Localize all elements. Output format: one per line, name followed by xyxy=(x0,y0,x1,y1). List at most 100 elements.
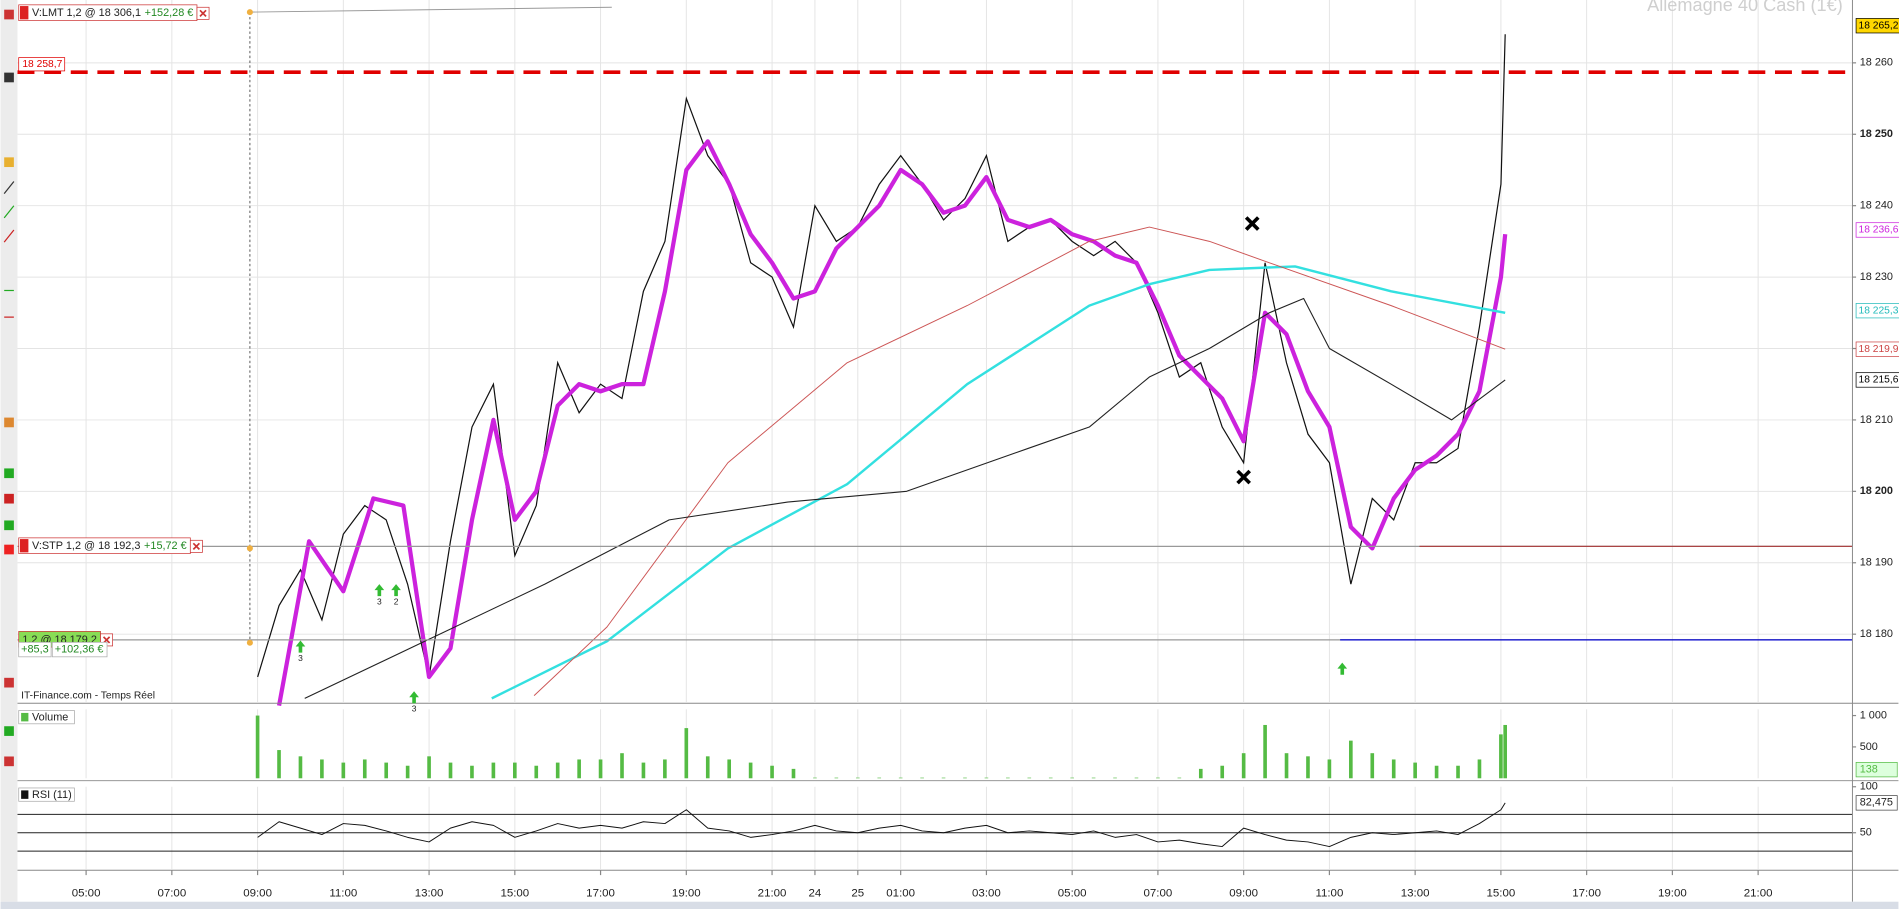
order-tag[interactable]: 1,2 @ 18 179,2+85,3 +102,36 € xyxy=(18,631,113,658)
volume-bar xyxy=(1156,777,1160,779)
tool-icon[interactable] xyxy=(4,72,14,83)
order-pnl: +15,72 € xyxy=(144,540,187,552)
signal-cross xyxy=(1244,216,1260,231)
tool-icon[interactable] xyxy=(4,756,14,767)
volume-bar xyxy=(555,762,560,779)
tool-icon[interactable] xyxy=(4,726,14,736)
tool-icon[interactable] xyxy=(4,520,14,531)
y-tick-label: 100 xyxy=(1860,781,1878,793)
panel-title-icon xyxy=(21,790,29,799)
order-handle[interactable] xyxy=(19,539,29,553)
y-tick-label: 1 000 xyxy=(1860,709,1887,721)
tool-icon[interactable] xyxy=(4,677,14,688)
volume-bar xyxy=(1503,724,1507,779)
volume-bar xyxy=(1048,777,1053,779)
level-label: 18 258,7 xyxy=(22,59,62,70)
volume-bar xyxy=(1070,777,1074,779)
volume-bar xyxy=(1198,768,1203,779)
x-tick-label: 15:00 xyxy=(1487,887,1516,899)
volume-bar xyxy=(1177,777,1182,779)
y-tick-label: 18 200 xyxy=(1860,485,1893,497)
moving-average xyxy=(491,265,1506,700)
volume-bar xyxy=(1327,759,1332,779)
order-text: V:LMT 1,2 @ 18 306,1 xyxy=(32,7,141,19)
order-text: V:STP 1,2 @ 18 192,3 xyxy=(32,540,140,552)
order-points: +85,3 xyxy=(21,643,49,655)
x-tick-label: 17:00 xyxy=(1572,887,1601,899)
moving-average xyxy=(304,297,1506,699)
order-handle[interactable] xyxy=(246,639,253,646)
x-tick-label: 21:00 xyxy=(758,887,787,899)
volume-bar xyxy=(641,762,646,779)
tool-icon[interactable] xyxy=(3,181,15,195)
order-handle[interactable] xyxy=(19,6,29,20)
tool-icon[interactable] xyxy=(3,205,15,219)
order-tag[interactable]: V:STP 1,2 @ 18 192,3 +15,72 € xyxy=(18,537,203,554)
y-tick-label: 50 xyxy=(1860,827,1872,839)
order-pnl: +102,36 € xyxy=(55,643,104,655)
order-handle[interactable] xyxy=(246,545,253,552)
panel-title: RSI (11) xyxy=(32,789,72,801)
volume-bar xyxy=(448,762,453,779)
y-tick-label: 18 230 xyxy=(1860,271,1893,283)
tool-icon[interactable] xyxy=(4,468,14,479)
volume-bar xyxy=(1456,765,1460,779)
volume-bar xyxy=(663,759,667,779)
volume-bar xyxy=(1434,765,1439,779)
y-tick-label: 18 190 xyxy=(1860,557,1893,569)
last-value-label: 18 219,9 xyxy=(1859,344,1899,355)
volume-bar xyxy=(1413,762,1417,779)
volume-bar xyxy=(1349,740,1353,779)
tool-icon[interactable] xyxy=(4,544,14,555)
volume-bar xyxy=(1391,759,1396,779)
x-tick-label: 05:00 xyxy=(72,887,101,899)
volume-bar xyxy=(620,753,624,779)
x-tick-label: 07:00 xyxy=(157,887,186,899)
right-axis xyxy=(1852,0,1899,902)
volume-bar xyxy=(877,777,882,779)
tool-icon[interactable] xyxy=(4,157,14,168)
last-value-label: 18 215,6 xyxy=(1859,375,1899,386)
signal-cross xyxy=(1236,469,1251,485)
x-tick-label: 09:00 xyxy=(243,887,272,899)
last-value-label: 138 xyxy=(1860,763,1878,775)
x-tick-label: 21:00 xyxy=(1744,887,1773,899)
volume-bar xyxy=(362,759,367,779)
last-value-box xyxy=(1855,795,1898,811)
volume-bar xyxy=(834,777,839,779)
volume-bar xyxy=(941,777,946,779)
tool-icon[interactable] xyxy=(4,493,14,504)
last-value-label: 18 265,2 xyxy=(1859,20,1899,31)
panel-title-box xyxy=(18,787,75,802)
last-value-box xyxy=(1855,222,1899,238)
volume-bar xyxy=(513,762,517,779)
x-tick-label: 15:00 xyxy=(500,887,529,899)
panel-title-icon xyxy=(21,712,29,722)
order-tag[interactable]: V:LMT 1,2 @ 18 306,1 +152,28 € xyxy=(18,4,210,21)
volume-bar xyxy=(405,765,410,779)
x-tick-label: 11:00 xyxy=(1315,887,1343,899)
x-tick-label: 13:00 xyxy=(415,887,444,899)
tool-icon[interactable] xyxy=(4,9,14,20)
volume-bar xyxy=(384,762,389,779)
x-tick-label: 09:00 xyxy=(1229,887,1258,899)
order-handle[interactable] xyxy=(246,9,253,16)
level-label-box xyxy=(18,57,66,72)
y-tick-label: 18 240 xyxy=(1860,200,1893,212)
signal-label: 3 xyxy=(412,704,417,714)
signal-arrow xyxy=(409,691,419,704)
volume-bar xyxy=(920,777,924,779)
last-value-box xyxy=(1855,341,1899,357)
x-tick-label: 01:00 xyxy=(886,887,915,899)
tool-icon[interactable] xyxy=(3,229,15,243)
volume-bar xyxy=(1220,765,1225,779)
plot xyxy=(17,34,1853,848)
order-pnl-box xyxy=(51,641,108,658)
x-tick-label: 25 xyxy=(851,887,864,899)
last-value-box xyxy=(1855,303,1899,319)
instrument-title: Allemagne 40 Cash (1€) xyxy=(1647,0,1843,15)
volume-bar xyxy=(1091,777,1096,779)
tool-icon[interactable] xyxy=(4,417,14,428)
signal-label: 3 xyxy=(377,596,382,606)
